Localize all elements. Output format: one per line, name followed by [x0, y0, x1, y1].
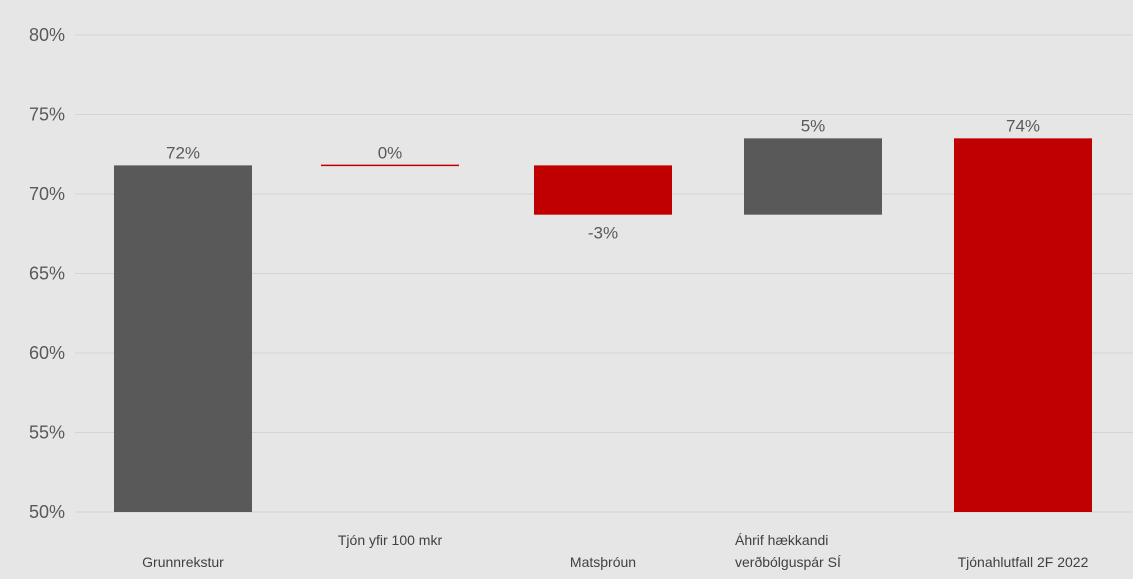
bar	[534, 165, 672, 215]
x-axis-ticks: Grunnrekstur Tjón yfir 100 mkr Matsþróun Áh…	[142, 532, 1088, 570]
x-tick-label: Tjón yfir 100 mkr	[338, 532, 443, 548]
bars	[114, 138, 1092, 512]
x-tick-label: Matsþróun	[570, 554, 636, 570]
y-tick-label: 50%	[29, 502, 65, 522]
y-tick-label: 75%	[29, 105, 65, 125]
y-tick-label: 70%	[29, 184, 65, 204]
y-tick-label: 80%	[29, 25, 65, 45]
bar	[954, 138, 1092, 512]
bar	[114, 165, 252, 512]
data-label: 5%	[801, 116, 826, 135]
data-label: 74%	[1006, 116, 1040, 135]
x-tick-label: Tjónahlutfall 2F 2022	[958, 554, 1089, 570]
y-tick-label: 55%	[29, 423, 65, 443]
bar	[744, 138, 882, 215]
y-axis-ticks: 50% 55% 60% 65% 70% 75% 80%	[29, 25, 65, 522]
x-tick-label: Áhrif hækkandi	[735, 532, 828, 548]
data-label: 0%	[378, 143, 403, 162]
y-tick-label: 60%	[29, 343, 65, 363]
x-tick-label: verðbólguspár SÍ	[735, 554, 841, 570]
data-labels: 72% 0% -3% 5% 74%	[166, 116, 1040, 242]
y-tick-label: 65%	[29, 264, 65, 284]
data-label: -3%	[588, 224, 618, 243]
x-tick-label: Grunnrekstur	[142, 554, 224, 570]
data-label: 72%	[166, 143, 200, 162]
